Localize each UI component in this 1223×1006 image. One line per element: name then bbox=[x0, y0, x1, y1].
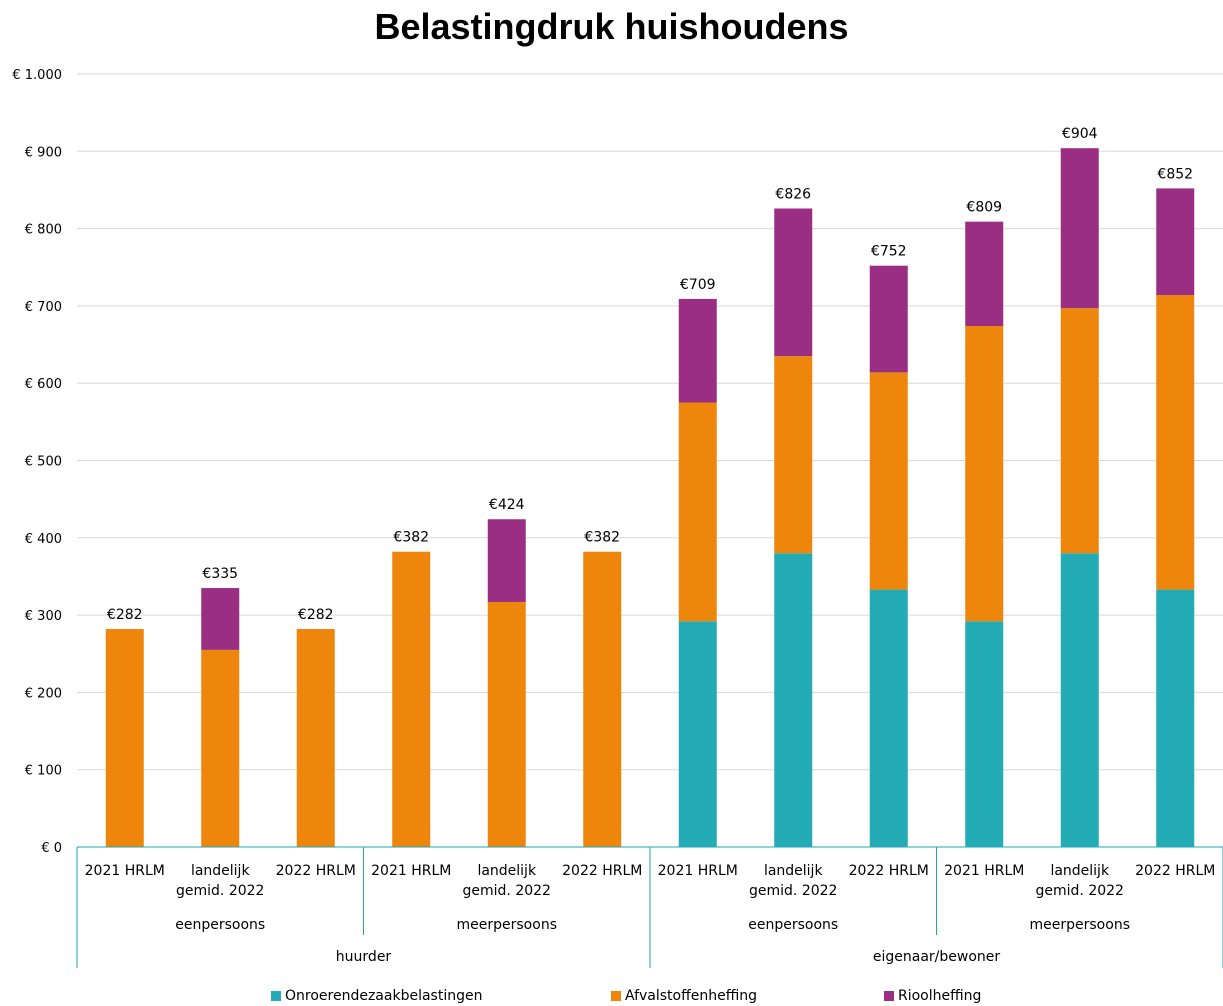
bar-segment bbox=[965, 621, 1004, 847]
legend-label: Rioolheffing bbox=[898, 988, 982, 1004]
x-category-label: 2021 HRLM bbox=[658, 863, 738, 879]
y-tick-label: € 500 bbox=[25, 455, 62, 470]
x-category-label: landelijk bbox=[477, 863, 537, 879]
y-tick-label: € 600 bbox=[25, 377, 62, 392]
bar-segment bbox=[965, 325, 1004, 622]
bar-segment bbox=[1060, 148, 1099, 309]
data-label: €852 bbox=[1157, 166, 1193, 182]
data-label: €752 bbox=[871, 244, 907, 260]
bar-segment bbox=[678, 402, 717, 622]
y-tick-label: € 400 bbox=[25, 532, 62, 547]
bar-segment bbox=[1156, 295, 1195, 590]
bar-segment bbox=[869, 372, 908, 590]
bar-segment bbox=[1156, 589, 1195, 847]
bar-segment bbox=[678, 298, 717, 403]
x-subgroup-label: meerpersoons bbox=[1030, 917, 1130, 933]
x-category-label: 2022 HRLM bbox=[562, 863, 642, 879]
x-category-label: 2022 HRLM bbox=[1135, 863, 1215, 879]
data-label: €282 bbox=[298, 607, 334, 623]
x-subgroup-label: meerpersoons bbox=[457, 917, 557, 933]
legend-swatch-icon bbox=[884, 991, 894, 1001]
data-label: €282 bbox=[107, 607, 143, 623]
y-tick-label: € 1.000 bbox=[12, 68, 62, 83]
bar-segment bbox=[201, 588, 240, 650]
legend-item-afvalstoffenheffing: Afvalstoffenheffing bbox=[611, 988, 757, 1004]
chart-legend: Onroerendezaakbelastingen Afvalstoffenhe… bbox=[0, 988, 1223, 1006]
legend-item-onroerendezaakbelastingen: Onroerendezaakbelastingen bbox=[271, 988, 482, 1004]
y-tick-label: € 0 bbox=[41, 841, 62, 856]
x-category-label: landelijk bbox=[1050, 863, 1110, 879]
bar-segment bbox=[1060, 308, 1099, 554]
legend-item-rioolheffing: Rioolheffing bbox=[884, 988, 981, 1004]
bar-segment bbox=[869, 589, 908, 847]
x-subgroup-label: eenpersoons bbox=[748, 917, 838, 933]
bar-segment bbox=[774, 208, 813, 357]
y-tick-label: € 300 bbox=[25, 609, 62, 624]
data-label: €904 bbox=[1062, 126, 1098, 142]
x-category-label: gemid. 2022 bbox=[463, 883, 551, 899]
bar-segment bbox=[965, 221, 1004, 326]
x-category-label: 2022 HRLM bbox=[276, 863, 356, 879]
y-tick-label: € 700 bbox=[25, 300, 62, 315]
y-tick-label: € 900 bbox=[25, 145, 62, 160]
x-category-label: 2021 HRLM bbox=[944, 863, 1024, 879]
bar-segment bbox=[869, 265, 908, 373]
bar-segment bbox=[774, 553, 813, 847]
y-tick-label: € 100 bbox=[25, 764, 62, 779]
bar-segment bbox=[678, 621, 717, 847]
legend-label: Afvalstoffenheffing bbox=[625, 988, 758, 1004]
y-tick-label: € 800 bbox=[25, 223, 62, 238]
y-tick-label: € 200 bbox=[25, 686, 62, 701]
x-subgroup-label: eenpersoons bbox=[175, 917, 265, 933]
x-category-label: gemid. 2022 bbox=[749, 883, 837, 899]
x-category-label: gemid. 2022 bbox=[1036, 883, 1124, 899]
bar-segment bbox=[201, 649, 240, 847]
x-category-label: gemid. 2022 bbox=[176, 883, 264, 899]
data-label: €335 bbox=[202, 566, 238, 582]
bar-segment bbox=[392, 551, 431, 847]
chart-plot: € 0 € 100 € 200 € 300 € 400 € 500 € 600 € 700 € … bbox=[12, 68, 1223, 968]
x-category-label: 2021 HRLM bbox=[85, 863, 165, 879]
bar-segment bbox=[583, 551, 622, 847]
data-label: €382 bbox=[584, 530, 620, 546]
bar-segment bbox=[1156, 188, 1195, 296]
x-category-label: 2022 HRLM bbox=[849, 863, 929, 879]
x-category-label: landelijk bbox=[764, 863, 824, 879]
bar-segment bbox=[296, 629, 335, 847]
bar-segment bbox=[487, 601, 526, 847]
legend-label: Onroerendezaakbelastingen bbox=[285, 988, 483, 1004]
bar-segment bbox=[487, 519, 526, 602]
data-label: €424 bbox=[489, 497, 525, 513]
x-group-label: eigenaar/bewoner bbox=[873, 949, 1001, 965]
data-label: €826 bbox=[775, 187, 811, 203]
bar-segment bbox=[105, 629, 144, 847]
data-label: €382 bbox=[393, 530, 429, 546]
bar-segment bbox=[1060, 553, 1099, 847]
x-group-label: huurder bbox=[336, 949, 392, 965]
bar-segment bbox=[774, 356, 813, 554]
x-category-label: 2021 HRLM bbox=[371, 863, 451, 879]
data-label: €809 bbox=[966, 200, 1002, 216]
legend-swatch-icon bbox=[611, 991, 621, 1001]
x-category-label: landelijk bbox=[191, 863, 251, 879]
chart-title: Belastingdruk huishoudens bbox=[374, 6, 849, 47]
data-label: €709 bbox=[680, 277, 716, 293]
legend-swatch-icon bbox=[271, 991, 281, 1001]
